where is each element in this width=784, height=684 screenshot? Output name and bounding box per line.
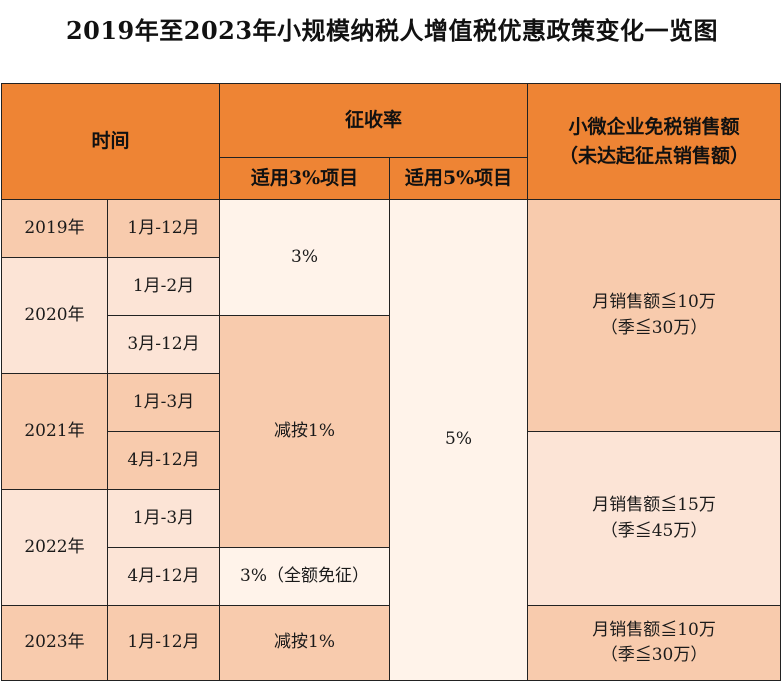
exempt-3-line1: 月销售额≦10万: [592, 619, 716, 640]
header-rate-5: 适用5%项目: [389, 157, 529, 200]
policy-table-container: 时间 征收率 小微企业免税销售额 （未达起征点销售额） 适用3%项目 适用5%项…: [0, 83, 782, 681]
year-2020: 2020年: [1, 257, 108, 374]
period-2022-a: 1月-3月: [106, 489, 221, 548]
exempt-1-line1: 月销售额≦10万: [592, 292, 716, 312]
page-title: 2019年至2023年小规模纳税人增值税优惠政策变化一览图: [65, 15, 719, 45]
rate3-cell-1: 3%: [219, 199, 391, 316]
header-exempt-line2: （未达起征点销售额）: [559, 144, 750, 167]
rate3-cell-4: 减按1%: [219, 605, 391, 681]
header-exempt: 小微企业免税销售额 （未达起征点销售额）: [527, 83, 782, 200]
rate5-cell: 5%: [389, 199, 529, 681]
period-2020-a: 1月-2月: [106, 257, 221, 316]
period-2022-b: 4月-12月: [106, 547, 221, 606]
exempt-cell-2: 月销售额≦15万 （季≦45万）: [527, 431, 782, 606]
policy-table: 时间 征收率 小微企业免税销售额 （未达起征点销售额） 适用3%项目 适用5%项…: [0, 83, 782, 681]
exempt-1-line2: （季≦30万）: [600, 317, 708, 338]
exempt-cell-3: 月销售额≦10万 （季≦30万）: [527, 605, 782, 681]
exempt-2-line1: 月销售额≦15万: [592, 495, 716, 515]
header-exempt-line1: 小微企业免税销售额: [568, 116, 740, 138]
exempt-3-line2: （季≦30万）: [600, 645, 708, 665]
year-2019: 2019年: [1, 199, 108, 258]
year-2023: 2023年: [1, 605, 108, 681]
exempt-cell-1: 月销售额≦10万 （季≦30万）: [527, 199, 782, 432]
period-2019: 1月-12月: [106, 199, 221, 258]
period-2021-a: 1月-3月: [106, 373, 221, 432]
header-rate-3: 适用3%项目: [219, 157, 391, 200]
header-rate: 征收率: [219, 83, 529, 158]
year-2021: 2021年: [1, 373, 108, 490]
year-2022: 2022年: [1, 489, 108, 606]
rate3-cell-2: 减按1%: [219, 315, 391, 548]
period-2020-b: 3月-12月: [106, 315, 221, 374]
rate3-cell-3: 3%（全额免征）: [219, 547, 391, 606]
header-time: 时间: [0, 83, 221, 200]
period-2021-b: 4月-12月: [106, 431, 221, 490]
period-2023: 1月-12月: [106, 605, 221, 681]
exempt-2-line2: （季≦45万）: [600, 520, 708, 541]
